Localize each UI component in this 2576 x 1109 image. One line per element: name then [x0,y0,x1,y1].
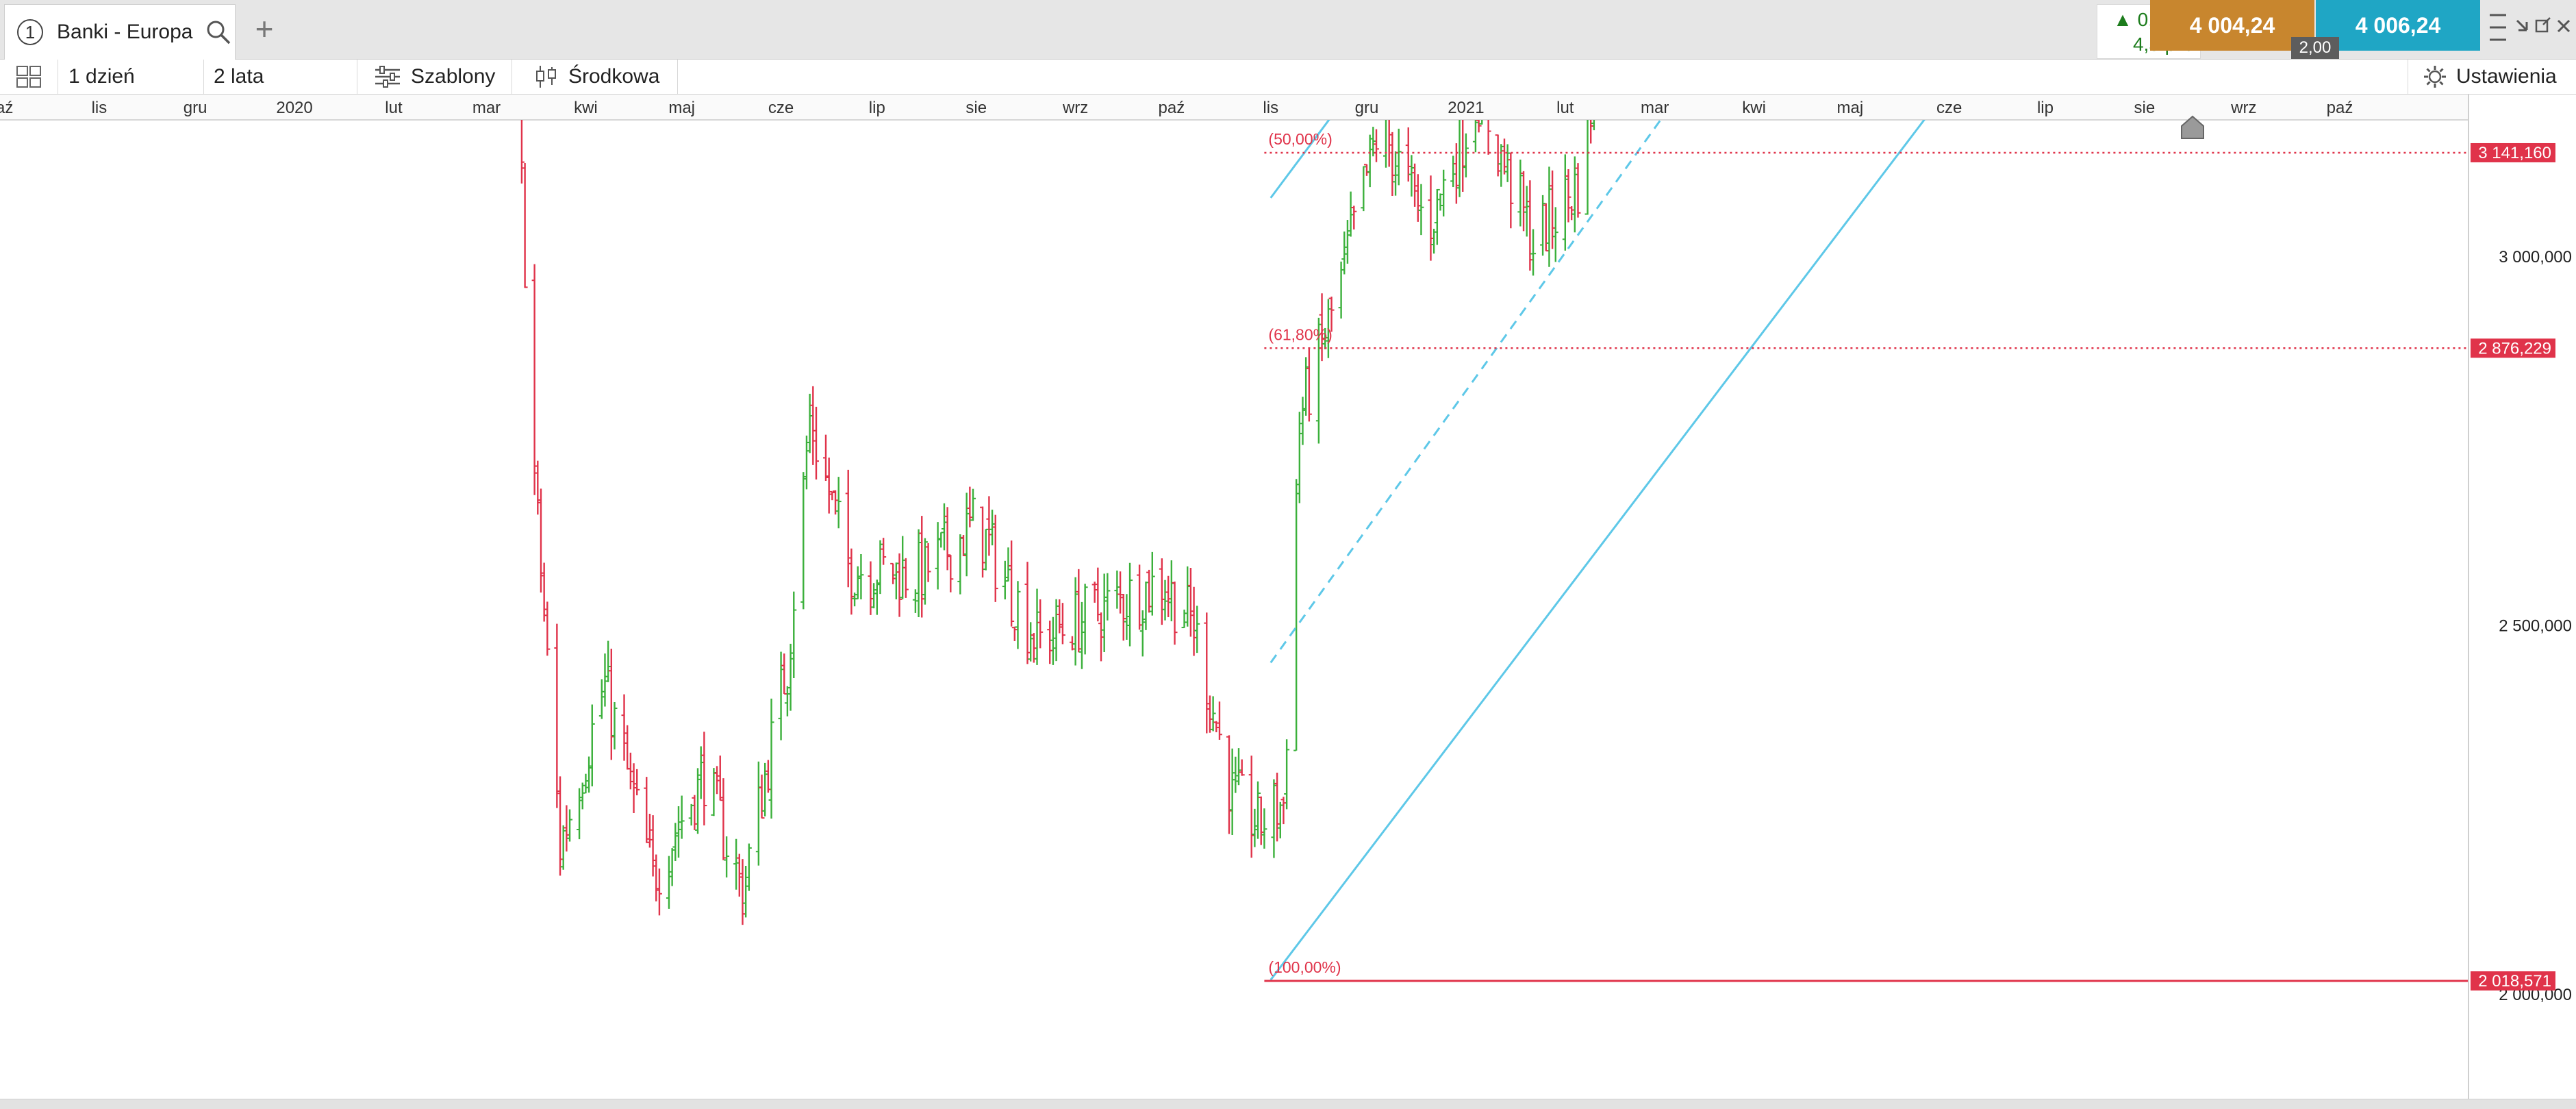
channel-lower-line [1270,120,1926,981]
tab-number-badge: 1 [17,19,43,45]
tab-title: Banki - Europa [57,21,193,43]
range-select[interactable]: 2 lata [204,60,357,94]
buy-price-button[interactable]: 4 006,24 [2316,0,2480,51]
price-tick-label: 2 500,000 [2499,617,2572,636]
month-label: paź [2326,99,2353,117]
collapse-icon[interactable] [2516,19,2528,32]
month-label: sie [965,99,987,117]
interval-select[interactable]: 1 dzień [58,60,204,94]
price-marker-box [2471,338,2555,358]
add-tab-button[interactable]: + [255,11,274,47]
range-label: 2 lata [214,65,264,88]
month-label: lip [868,99,885,117]
settings-label: Ustawienia [2456,65,2557,88]
interval-label: 1 dzień [68,65,135,88]
menu-icon[interactable] [2490,14,2506,41]
settings-button[interactable]: Ustawienia [2408,60,2576,94]
fibonacci-level-label: (61,80%) [1268,325,1332,343]
month-label: maj [1836,99,1864,117]
price-marker-label: 3 141,160 [2478,144,2551,162]
month-label: paź [1158,99,1185,117]
templates-button[interactable]: Szablony [357,60,512,94]
month-label: lut [1556,99,1574,117]
popout-icon[interactable] [2535,17,2551,33]
price-chart[interactable]: (0,00%)(23,60%)(38,20%)(50,00%)(61,80%)(… [0,120,2468,1099]
month-label: gru [1354,99,1379,117]
search-icon[interactable] [205,18,232,46]
month-label: lip [2036,99,2054,117]
price-tick-label: 3 000,000 [2499,248,2572,266]
month-label: lis [91,99,108,117]
layout-button[interactable] [0,60,58,94]
ohlc-bars [520,120,1595,925]
price-marker-label: 2 876,229 [2478,339,2551,358]
fibonacci-level-label: (50,00%) [1268,130,1332,148]
month-label: paź [0,99,14,117]
time-axis[interactable]: paź lis gru 2020 lut mar kwi maj cze lip sie wrz paź… [0,95,2468,121]
channel-middle-line [1270,120,1663,664]
month-label: sie [2134,99,2156,117]
sliders-icon [375,66,400,88]
month-label: wrz [2231,99,2257,117]
indicator-label: Środkowa [568,65,660,88]
month-label: 2021 [1448,99,1485,117]
date-marker-icon[interactable] [2179,114,2206,141]
chart-toolbar: 1 dzień 2 lata Szablony Środkowa [0,60,2576,95]
window-controls [2490,14,2571,41]
month-label: cze [1936,99,1962,117]
fibonacci-level-label: (100,00%) [1268,958,1341,976]
top-bar: 1 Banki - Europa + ▲ 0,11% 4,5 pkt 4 004… [0,0,2576,60]
price-marker-label: 2 018,571 [2478,972,2551,990]
layout-grid-icon [16,66,41,88]
indicator-button[interactable]: Środkowa [512,60,678,94]
candlestick-icon [536,66,556,88]
month-label: lis [1263,99,1279,117]
month-label: wrz [1062,99,1089,117]
month-label: maj [668,99,695,117]
month-label: lut [385,99,403,117]
close-icon[interactable] [2557,19,2571,33]
month-label: 2020 [276,99,313,117]
sell-price-button[interactable]: 4 004,24 [2150,0,2314,51]
month-label: mar [1641,99,1669,117]
price-marker-box [2471,971,2555,990]
month-label: cze [768,99,794,117]
gear-icon [2424,66,2446,88]
month-label: kwi [1742,99,1766,117]
month-label: kwi [574,99,598,117]
triangle-up-icon: ▲ [2113,9,2132,30]
instrument-tab[interactable]: 1 Banki - Europa [4,4,236,60]
horizontal-scrollbar[interactable] [0,1099,2576,1109]
month-label: mar [472,99,501,117]
date-marker-shape [2180,115,2204,139]
month-label: gru [183,99,207,117]
templates-label: Szablony [411,65,496,88]
price-marker-box [2471,142,2555,162]
spread-badge: 2,00 [2291,37,2339,59]
